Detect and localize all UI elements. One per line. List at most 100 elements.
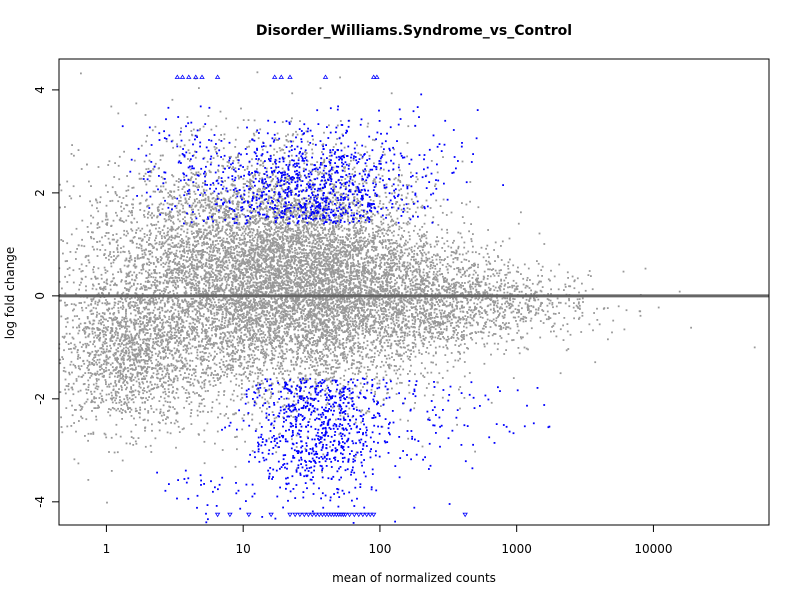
data-point (157, 370, 159, 372)
data-point (90, 401, 92, 403)
data-point (191, 219, 193, 221)
data-point (257, 71, 259, 73)
data-point (115, 359, 117, 361)
data-point (153, 387, 155, 389)
data-point (208, 267, 210, 269)
data-point (196, 285, 198, 287)
data-point (151, 362, 153, 364)
data-point (186, 360, 188, 362)
data-point (64, 276, 66, 278)
data-point (235, 139, 237, 141)
data-point (122, 251, 124, 253)
data-point (131, 352, 133, 354)
data-point (256, 202, 258, 204)
data-point (88, 259, 90, 261)
data-point (115, 193, 117, 195)
data-point (320, 87, 322, 89)
data-point (180, 323, 182, 325)
data-point (171, 332, 173, 334)
data-point (136, 221, 138, 223)
data-point (144, 334, 146, 336)
data-point (204, 405, 206, 407)
data-point (62, 358, 64, 360)
data-point (199, 202, 201, 204)
data-point (155, 328, 157, 330)
data-point (388, 315, 390, 317)
data-point (75, 258, 77, 260)
data-point (115, 402, 117, 404)
data-point (103, 336, 105, 338)
data-point (181, 242, 183, 244)
data-point (106, 502, 108, 504)
data-point (203, 238, 205, 240)
data-point (93, 266, 95, 268)
data-point (110, 372, 112, 374)
data-point (103, 375, 105, 377)
data-point (99, 320, 101, 322)
data-point (82, 417, 84, 419)
data-point (101, 390, 103, 392)
data-point (226, 360, 228, 362)
data-point (297, 252, 299, 254)
data-point (203, 387, 205, 389)
data-point (97, 350, 99, 352)
data-point (95, 407, 97, 409)
data-point (74, 365, 76, 367)
data-point (237, 206, 239, 208)
data-point (307, 345, 309, 347)
data-point (97, 227, 99, 229)
data-point (196, 223, 198, 225)
data-point (119, 375, 121, 377)
data-point (287, 392, 289, 394)
data-point (205, 372, 207, 374)
data-point (156, 272, 158, 274)
data-point (257, 349, 259, 351)
data-point (91, 278, 93, 280)
data-point (114, 357, 116, 359)
data-point (206, 237, 208, 239)
data-point (66, 426, 68, 428)
data-point (161, 176, 163, 178)
data-point (189, 303, 191, 305)
data-point (174, 408, 176, 410)
data-point (158, 332, 160, 334)
data-point (75, 251, 77, 253)
data-point (176, 143, 178, 145)
data-point (60, 300, 62, 302)
data-point (127, 320, 129, 322)
data-point (129, 307, 131, 309)
data-point (172, 406, 174, 408)
data-point (139, 417, 141, 419)
data-point (155, 126, 157, 128)
data-point (249, 225, 251, 227)
data-point (95, 362, 97, 364)
data-point (140, 238, 142, 240)
data-point (201, 382, 203, 384)
data-point (169, 291, 171, 293)
data-point (289, 287, 291, 289)
data-point (115, 391, 117, 393)
data-point (190, 279, 192, 281)
data-point (165, 400, 167, 402)
data-point (226, 229, 228, 231)
data-point (61, 190, 63, 192)
data-point (184, 216, 186, 218)
data-point (179, 134, 181, 136)
data-point (417, 233, 419, 235)
data-point (73, 393, 75, 395)
data-point (195, 172, 197, 174)
data-point (67, 268, 69, 270)
data-point (146, 360, 148, 362)
data-point (69, 267, 71, 269)
data-point (134, 160, 136, 162)
data-point (126, 443, 128, 445)
data-point (230, 249, 232, 251)
data-point (172, 371, 174, 373)
data-point (146, 325, 148, 327)
data-point (202, 326, 204, 328)
data-point (132, 344, 134, 346)
data-point (93, 364, 95, 366)
data-point (142, 397, 144, 399)
data-point (124, 265, 126, 267)
data-point (260, 351, 262, 353)
